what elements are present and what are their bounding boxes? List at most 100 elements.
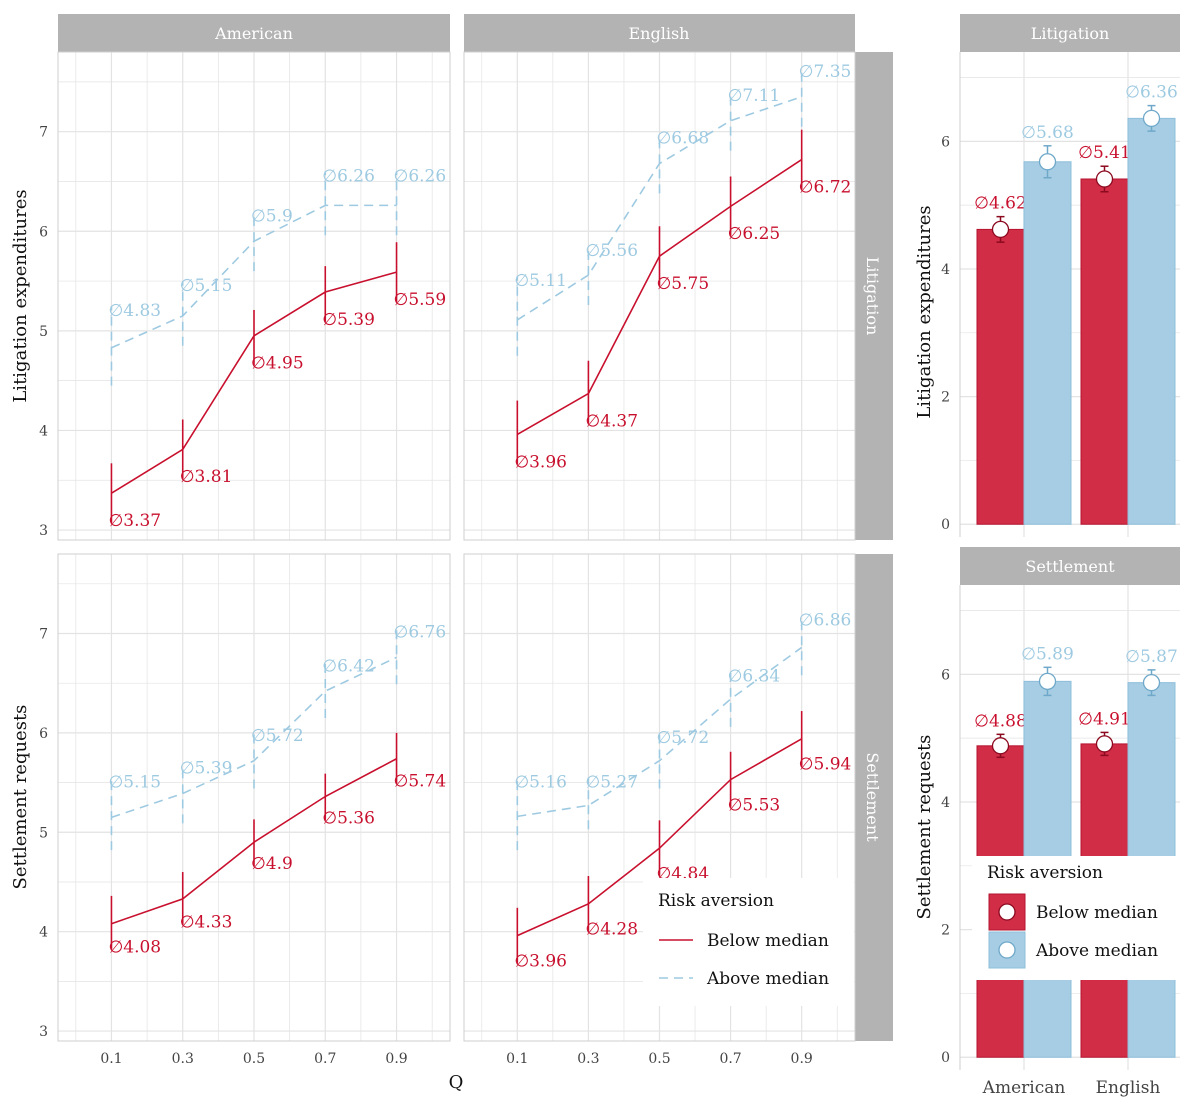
mean-point	[1095, 170, 1114, 188]
legend-bar-key-below-point	[998, 903, 1016, 921]
y-tick-label: 4	[39, 925, 48, 941]
line-panel-1: ∅5.11 ∅5.56 ∅6.68 ∅7.11 ∅7.35 ∅3.96 ∅4.37 ∅5.75…	[463, 51, 856, 541]
bar	[1023, 161, 1072, 525]
y-tick-label: 6	[39, 726, 48, 742]
legend-line-label-above: Above median	[706, 969, 829, 989]
series-line-above	[517, 646, 803, 818]
y-tick-label: 2	[941, 923, 950, 939]
strip-english-label: English	[629, 24, 690, 43]
x-tick-label: 0.7	[314, 1051, 336, 1067]
y-tick-label: 3	[39, 1024, 48, 1040]
bar-panel-0: 0 2 4 6 ∅4.62 ∅5.41∅5.68 ∅6.36	[941, 52, 1180, 537]
x-tick-label: American	[982, 1078, 1066, 1097]
data-label: ∅7.11	[728, 86, 781, 106]
mean-point	[1038, 672, 1057, 691]
x-tick-label: 0.1	[100, 1051, 122, 1067]
x-tick-label: 0.7	[719, 1051, 741, 1067]
mean-point	[1038, 153, 1057, 171]
bar-y-axis-title-litigation: Litigation expenditures	[914, 205, 935, 418]
strip-english	[464, 14, 855, 52]
y-axis-title-settlement: Settlement requests	[10, 705, 31, 890]
data-label: ∅4.83	[108, 301, 161, 321]
y-tick-label: 6	[39, 224, 48, 240]
data-label: ∅3.96	[514, 452, 567, 472]
strip-settlement-label: Settlement	[1025, 557, 1115, 576]
y-tick-label: 6	[941, 134, 950, 150]
x-tick-label: 0.9	[791, 1051, 813, 1067]
y-tick-label: 4	[941, 262, 950, 278]
x-tick-label: 0.9	[385, 1051, 407, 1067]
legend-bar-key-above-point	[998, 941, 1016, 959]
data-label: ∅5.27	[585, 773, 638, 793]
strip-litigation	[960, 14, 1180, 52]
data-label: ∅6.25	[728, 224, 781, 244]
data-label: ∅6.68	[657, 129, 710, 149]
strip-row-settlement-label: Settlement	[863, 752, 882, 842]
panel-border	[463, 51, 856, 541]
data-label: ∅3.96	[514, 951, 567, 971]
data-label: ∅4.28	[585, 920, 638, 940]
y-tick-label: 3	[39, 523, 48, 539]
data-label: ∅5.41	[1078, 143, 1131, 163]
legend-line: Risk aversion Below median Above median	[643, 878, 854, 1006]
data-label: ∅5.36	[322, 808, 375, 828]
mean-point	[1142, 673, 1161, 692]
x-tick-label: 0.3	[577, 1051, 599, 1067]
legend-bar-title: Risk aversion	[987, 863, 1103, 883]
data-label: ∅4.95	[251, 354, 304, 374]
x-axis-title: Q	[449, 1072, 464, 1093]
series-line-above	[111, 204, 397, 349]
data-label: ∅5.59	[394, 290, 447, 310]
data-label: ∅5.15	[108, 773, 161, 793]
data-label: ∅5.11	[514, 271, 567, 291]
data-label: ∅5.75	[657, 274, 710, 294]
panel-border	[463, 553, 856, 1042]
legend-line-label-below: Below median	[707, 931, 829, 951]
data-label: ∅4.33	[180, 913, 233, 933]
strip-american-label: American	[214, 24, 293, 43]
data-label: ∅4.62	[974, 194, 1027, 214]
data-label: ∅6.26	[322, 167, 375, 187]
data-label: ∅5.15	[180, 276, 233, 296]
y-tick-label: 5	[39, 324, 48, 340]
data-label: ∅6.42	[322, 656, 375, 676]
mean-point	[991, 220, 1010, 239]
data-label: ∅5.68	[1021, 123, 1074, 143]
data-label: ∅4.91	[1078, 709, 1131, 729]
y-tick-label: 7	[39, 125, 48, 141]
data-label: ∅5.39	[180, 759, 233, 779]
x-tick-label: English	[1096, 1078, 1161, 1097]
data-label: ∅5.72	[251, 726, 304, 746]
data-label: ∅6.86	[799, 611, 852, 631]
legend-line-background	[643, 878, 854, 1006]
data-label: ∅5.87	[1125, 647, 1178, 667]
strip-american	[58, 14, 450, 52]
data-label: ∅5.9	[251, 206, 293, 226]
data-label: ∅6.26	[394, 167, 447, 187]
data-label: ∅4.37	[585, 411, 638, 431]
y-tick-label: 0	[941, 517, 950, 533]
data-label: ∅4.88	[974, 711, 1027, 731]
series-line-above	[516, 96, 802, 321]
y-axis-title-litigation: Litigation expenditures	[10, 189, 31, 402]
line-panel-0: 3 4 5 6 7 ∅4.83 ∅5.15 ∅5.9 ∅6.26 ∅6.26 ∅3.37 ∅3.81 ∅…	[39, 51, 451, 541]
data-label: ∅5.39	[322, 310, 375, 330]
data-label: ∅6.76	[394, 623, 447, 643]
bar-panel-1: 0 2 4 6 American English ∅4.88 ∅4.91 ∅5.89 ∅5.87	[941, 585, 1180, 1097]
legend-bar: Risk aversion Below median Above median	[972, 856, 1180, 980]
strip-litigation-label: Litigation	[1031, 24, 1110, 43]
y-tick-label: 4	[941, 795, 950, 811]
data-label: ∅5.16	[514, 773, 567, 793]
data-label: ∅7.35	[799, 62, 852, 82]
mean-point	[1142, 109, 1161, 128]
data-label: ∅5.56	[585, 241, 638, 261]
strip-row-litigation-label: Litigation	[863, 257, 882, 336]
panel-border	[57, 51, 451, 541]
line-panel-2: 3 4 5 6 7 0.1 0.3 0.5 0.7 0.9 ∅5.15 ∅5.39 ∅5.72 ∅6.42…	[39, 553, 451, 1067]
data-label: ∅5.74	[394, 772, 447, 792]
y-tick-label: 5	[39, 825, 48, 841]
data-label: ∅5.53	[728, 795, 781, 815]
data-label: ∅6.72	[799, 177, 852, 197]
x-tick-label: 0.3	[172, 1051, 194, 1067]
